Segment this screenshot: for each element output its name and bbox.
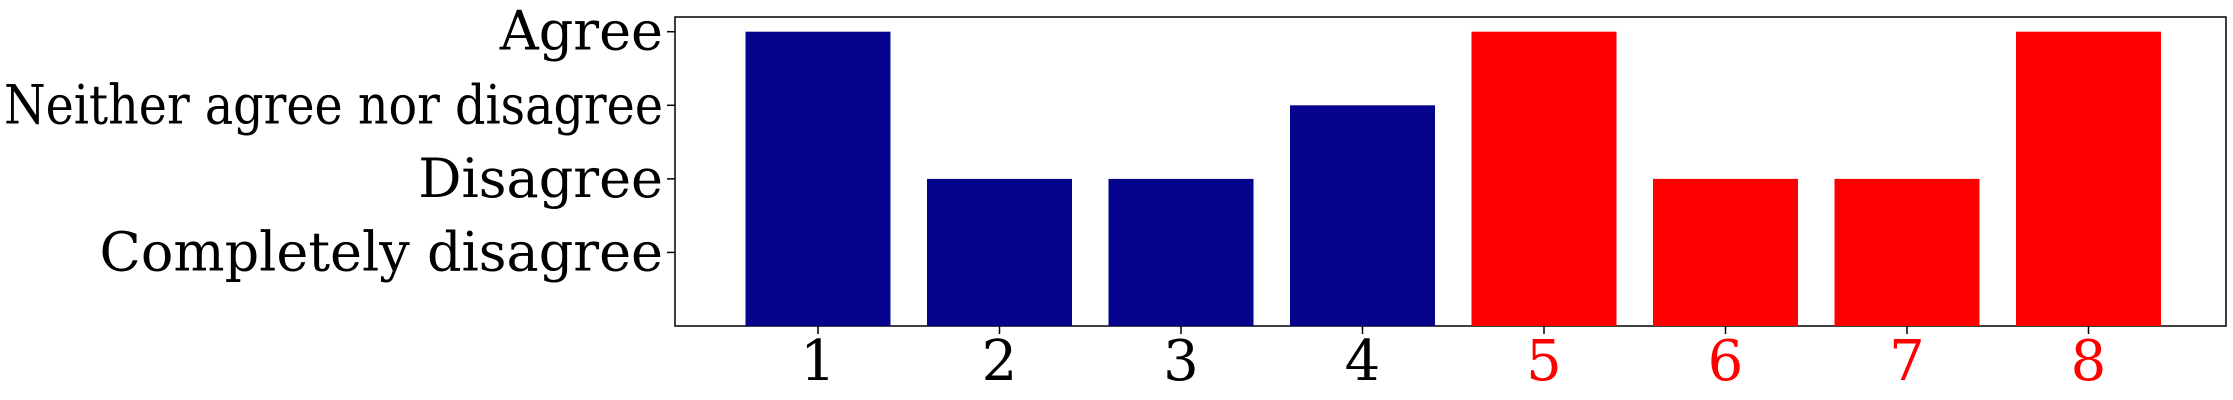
x-tick-label: 1 [800, 329, 836, 394]
x-tick-label: 4 [1345, 329, 1381, 394]
y-tick-label: Neither agree nor disagree [4, 73, 663, 136]
bars-layer [745, 31, 2161, 326]
bar-5 [1471, 31, 1617, 326]
y-tick-label: Agree [499, 0, 663, 63]
bar-4 [1290, 105, 1435, 326]
x-axis: 1 2 3 4 5 6 7 8 [800, 326, 2106, 394]
bar-6 [1653, 178, 1798, 326]
y-axis: Completely disagree Disagree Neither agree… [4, 0, 675, 283]
bar-1 [745, 31, 891, 326]
bar-2 [927, 178, 1072, 326]
plot-area-frame [674, 16, 2227, 327]
x-tick-label: 8 [2071, 329, 2107, 394]
x-tick-label: 6 [1708, 329, 1744, 394]
x-tick-label: 3 [1163, 329, 1199, 394]
bar-3 [1108, 178, 1254, 326]
y-tick-label: Disagree [418, 147, 663, 210]
x-tick-label: 2 [982, 329, 1018, 394]
y-tick-label: Completely disagree [100, 220, 663, 283]
x-tick-label: 7 [1889, 329, 1925, 394]
bar-8 [2016, 31, 2161, 326]
bar-7 [1834, 178, 1980, 326]
x-tick-label: 5 [1526, 329, 1562, 394]
